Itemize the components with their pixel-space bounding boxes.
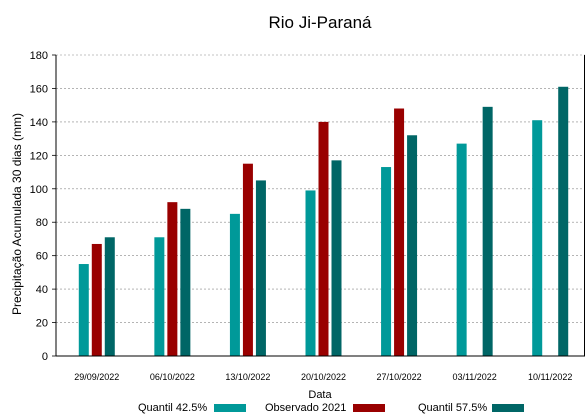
- legend-label-2: Quantil 57.5%: [418, 402, 487, 414]
- x-axis-label: Data: [308, 389, 332, 401]
- bar-2-6: [558, 86, 569, 357]
- x-tick-label-3: 20/10/2022: [301, 372, 346, 382]
- bar-2-3: [331, 160, 342, 356]
- bar-2-0: [104, 237, 115, 356]
- y-tick-label-20: 20: [36, 318, 48, 330]
- chart-title: Rio Ji-Paraná: [269, 13, 373, 32]
- y-tick-label-140: 140: [30, 117, 48, 129]
- bar-1-4: [394, 108, 405, 356]
- y-tick-label-160: 160: [30, 83, 48, 95]
- legend: Quantil 42.5% Observado 2021 Quantil 57.5%: [138, 402, 524, 414]
- bar-2-4: [407, 135, 418, 356]
- legend-swatch-1: [353, 404, 385, 412]
- y-tick-label-80: 80: [36, 217, 48, 229]
- y-tick-label-0: 0: [42, 351, 48, 363]
- legend-label-1: Observado 2021: [265, 402, 346, 414]
- bar-2-1: [180, 208, 191, 356]
- bar-2-5: [482, 106, 493, 356]
- bar-1-0: [91, 243, 102, 356]
- y-tick-label-120: 120: [30, 150, 48, 162]
- x-tick-label-6: 10/11/2022: [528, 372, 572, 382]
- legend-label-0: Quantil 42.5%: [138, 402, 207, 414]
- bar-layer: [78, 86, 569, 357]
- bar-0-6: [532, 120, 543, 356]
- x-tick-label-5: 03/11/2022: [452, 372, 496, 382]
- bar-1-1: [167, 202, 178, 356]
- bar-0-0: [78, 264, 89, 356]
- y-tick-label-180: 180: [30, 50, 48, 62]
- bar-1-2: [242, 163, 253, 356]
- y-tick-label-100: 100: [30, 184, 48, 196]
- bar-0-1: [154, 237, 165, 356]
- bar-2-2: [255, 180, 266, 356]
- legend-swatch-0: [214, 404, 246, 412]
- x-tick-label-2: 13/10/2022: [225, 372, 270, 382]
- x-tick-label-1: 06/10/2022: [150, 372, 195, 382]
- bar-1-3: [318, 121, 329, 356]
- y-tick-label-60: 60: [36, 251, 48, 263]
- bar-0-5: [456, 143, 467, 356]
- x-tick-label-0: 29/09/2022: [74, 372, 119, 382]
- x-tick-label-4: 27/10/2022: [377, 372, 422, 382]
- bar-0-4: [381, 167, 392, 356]
- y-axis-label: Precipitação Acumulada 30 dias (mm): [10, 113, 24, 315]
- bar-0-2: [229, 213, 240, 356]
- legend-swatch-2: [492, 404, 524, 412]
- bar-0-3: [305, 190, 316, 356]
- y-tick-label-40: 40: [36, 284, 48, 296]
